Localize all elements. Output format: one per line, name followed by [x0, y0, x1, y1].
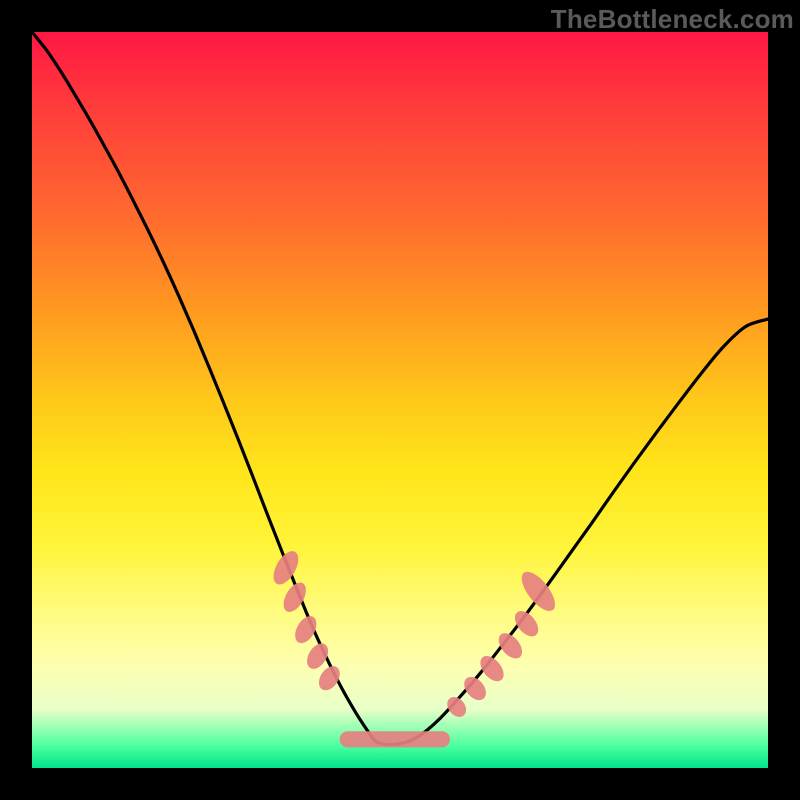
bottleneck-curve	[32, 32, 768, 744]
marker-right-0	[443, 693, 470, 720]
marker-left-2	[291, 612, 321, 646]
watermark-text: TheBottleneck.com	[551, 4, 794, 35]
marker-left-0	[268, 547, 303, 588]
chart-svg	[32, 32, 768, 768]
plot-area	[32, 32, 768, 768]
chart-canvas: TheBottleneck.com	[0, 0, 800, 800]
marker-left-4	[315, 662, 344, 694]
marker-valley-pill	[340, 731, 450, 747]
